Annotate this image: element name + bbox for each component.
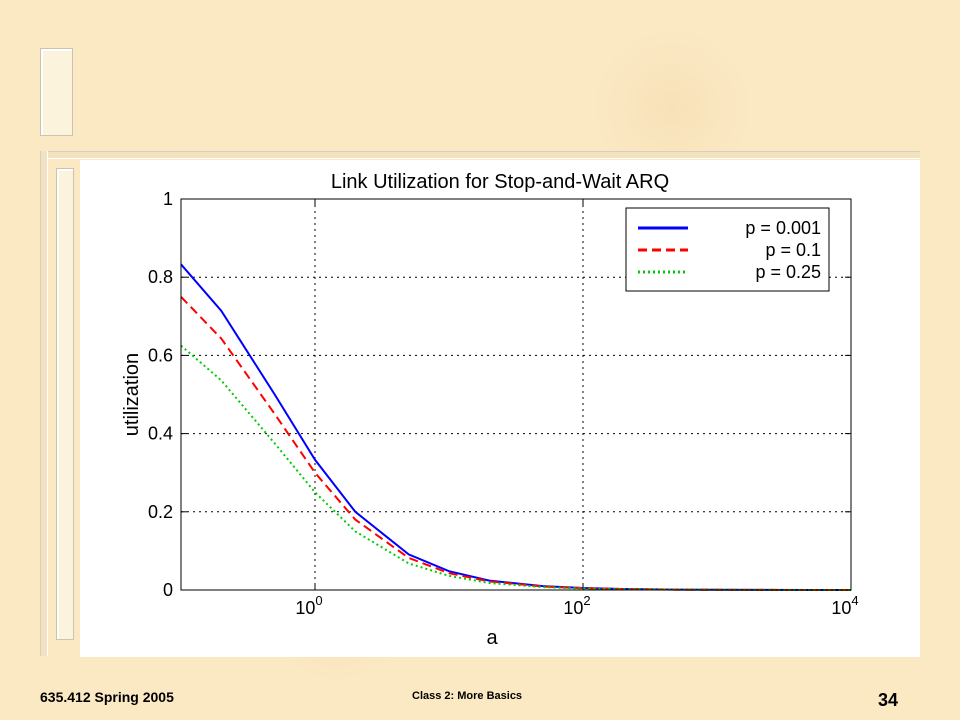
series-lines — [180, 263, 851, 591]
chart-title: Link Utilization for Stop-and-Wait ARQ — [331, 171, 669, 193]
series-line-p-0-001 — [180, 263, 851, 591]
decorative-bar-top — [40, 48, 73, 136]
y-tick-label: 1 — [163, 189, 173, 209]
x-tick-label: 104 — [831, 593, 858, 618]
y-axis-label: utilization — [121, 353, 143, 436]
chart-panel: Link Utilization for Stop-and-Wait ARQ 1… — [80, 160, 920, 657]
plot-frame — [180, 198, 852, 591]
legend-label: p = 0.001 — [745, 218, 821, 238]
y-tick-label: 0.6 — [148, 345, 173, 365]
decorative-bar-left — [56, 168, 74, 640]
utilization-chart: Link Utilization for Stop-and-Wait ARQ 1… — [121, 171, 859, 649]
legend-label: p = 0.25 — [755, 262, 821, 282]
y-tick-label: 0 — [163, 580, 173, 600]
x-axis-label: a — [486, 627, 498, 649]
legend-label: p = 0.1 — [765, 240, 821, 260]
class-title: Class 2: More Basics — [412, 690, 523, 702]
y-tick-label: 0.4 — [148, 424, 173, 444]
page-number: 34 — [878, 690, 899, 710]
y-tick-label: 0.2 — [148, 502, 173, 522]
x-tick-label: 100 — [295, 593, 322, 618]
x-tick-label: 102 — [563, 593, 590, 618]
course-label: 635.412 Spring 2005 — [40, 689, 174, 705]
series-line-p-0-1 — [180, 296, 851, 591]
y-tick-label: 0.8 — [148, 267, 173, 287]
decorative-rule-vertical — [40, 151, 48, 656]
x-tick-labels: 100 102 104 — [295, 593, 858, 618]
series-line-p-0-25 — [180, 344, 851, 591]
decorative-rule-horizontal — [40, 151, 920, 159]
axis-ticks — [181, 198, 852, 591]
y-tick-labels: 0 0.2 0.4 0.6 0.8 1 — [148, 189, 173, 600]
